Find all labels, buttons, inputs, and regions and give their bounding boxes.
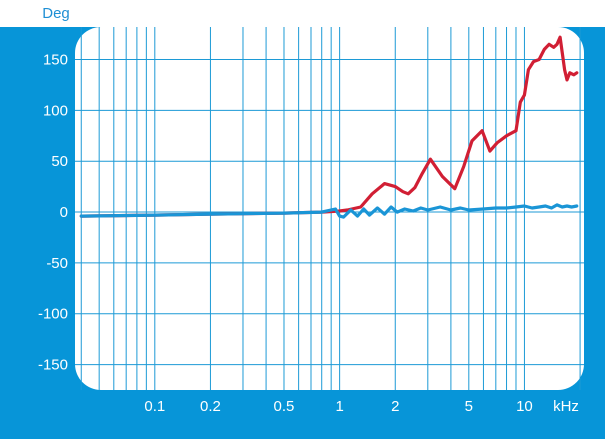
x-tick-label: 0.1 <box>144 398 165 415</box>
y-tick-label: -100 <box>38 306 68 323</box>
series-line-2 <box>79 203 579 219</box>
x-tick-label: 0.5 <box>274 398 295 415</box>
x-tick-label: 10 <box>516 398 533 415</box>
x-tick-label: 2 <box>391 398 399 415</box>
x-tick-label: 1 <box>335 398 343 415</box>
plot-area <box>75 27 584 390</box>
y-tick-label: 100 <box>43 102 68 119</box>
y-tick-label: -50 <box>46 255 68 272</box>
x-axis-unit-label: kHz <box>553 398 579 415</box>
y-tick-label: 0 <box>60 204 68 221</box>
x-tick-label: 0.2 <box>200 398 221 415</box>
x-tick-label: 5 <box>465 398 473 415</box>
x-tick-labels: 0.1 0.2 0.5 1 2 5 10 <box>144 398 532 415</box>
y-axis-label: Deg <box>42 5 70 22</box>
y-tick-label: -150 <box>38 357 68 374</box>
y-tick-labels: 150 100 50 0 -50 -100 -150 <box>38 52 68 374</box>
series-lines <box>79 35 579 219</box>
y-tick-label: 150 <box>43 52 68 69</box>
series-line-1 <box>79 35 579 218</box>
y-tick-label: 50 <box>51 153 68 170</box>
